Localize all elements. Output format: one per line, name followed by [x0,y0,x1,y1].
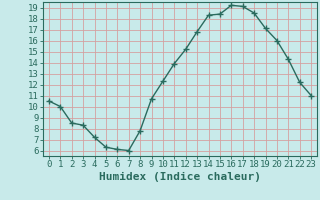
X-axis label: Humidex (Indice chaleur): Humidex (Indice chaleur) [99,172,261,182]
